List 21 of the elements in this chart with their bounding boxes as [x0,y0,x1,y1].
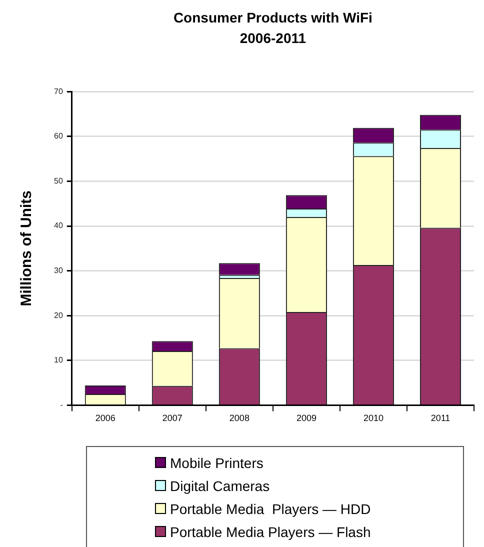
x-tick-label: 2008 [229,413,250,424]
legend-label: Digital Cameras [170,478,270,494]
x-tick-label: 2011 [430,413,450,424]
y-tick-label: 50 [54,176,64,186]
x-tick-label: 2010 [363,413,384,424]
x-tick-label: 2009 [296,413,316,424]
y-tick-label: 60 [54,132,64,141]
x-tick-label: 2007 [162,413,182,424]
y-tick-label: 20 [54,310,64,320]
chart-subtitle: 2006-2011 [240,30,306,46]
y-tick-label: 30 [54,266,64,276]
x-tick-label: 2006 [95,413,116,424]
y-tick-label: 70 [54,86,64,96]
legend-label: Portable Media Players — HDD [170,500,371,516]
legend-label: Mobile Printers [170,454,264,470]
y-tick-label: 10 [54,356,64,365]
y-tick-label: - [60,400,64,410]
chart-title: Consumer Products with WiFi [173,9,372,26]
legend-label: Portable Media Players — Flash [170,524,371,540]
y-axis-title: Millions of Units [18,190,36,306]
y-tick-label: 40 [54,221,64,230]
